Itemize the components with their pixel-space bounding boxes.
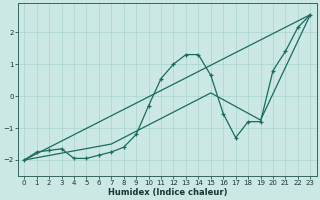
X-axis label: Humidex (Indice chaleur): Humidex (Indice chaleur) xyxy=(108,188,227,197)
